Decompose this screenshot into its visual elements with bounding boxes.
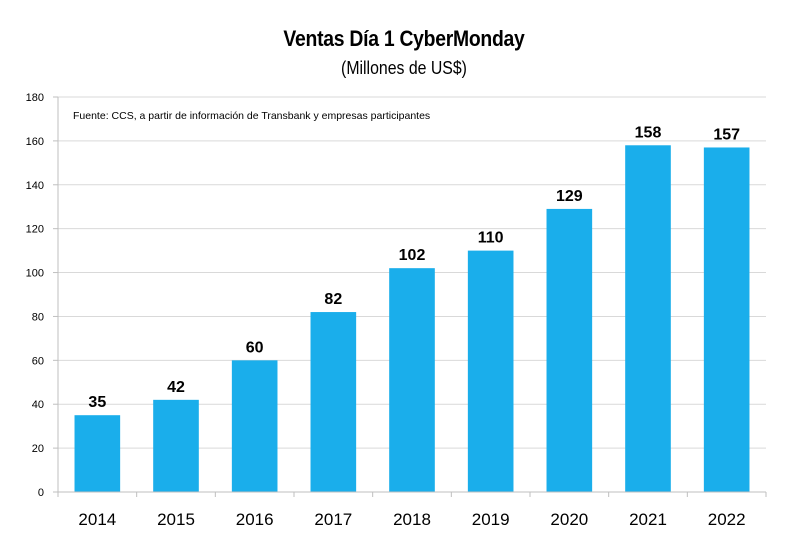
y-tick-label: 40 (32, 399, 44, 411)
x-category-label: 2017 (314, 510, 352, 529)
bars (74, 145, 750, 492)
y-tick-label: 160 (26, 136, 44, 148)
x-category-label: 2022 (708, 510, 746, 529)
y-tick-label: 60 (32, 355, 44, 367)
chart-subtitle: (Millones de US$) (341, 58, 467, 78)
bar-2014 (74, 415, 121, 492)
bar-2017 (310, 312, 357, 492)
bar-2021 (625, 145, 671, 492)
bar-2016 (231, 360, 278, 492)
data-label: 42 (167, 379, 185, 396)
data-label: 35 (88, 394, 106, 411)
x-category-label: 2021 (629, 510, 667, 529)
y-tick-label: 120 (26, 224, 44, 236)
data-label: 110 (478, 230, 504, 247)
bar-2019 (467, 250, 514, 492)
x-category-label: 2015 (157, 510, 195, 529)
y-tick-label: 0 (38, 487, 44, 499)
x-category-label: 2019 (472, 510, 510, 529)
data-label: 158 (635, 124, 662, 141)
labels: 0 20 40 60 80 100 120 140 160 180 35 2014 42 2015 60 20… (26, 92, 746, 529)
y-tick-label: 140 (26, 180, 44, 192)
bar-2015 (153, 399, 199, 492)
bar-2018 (389, 268, 435, 492)
data-label: 129 (556, 188, 583, 205)
y-tick-label: 180 (26, 92, 44, 104)
y-tick-label: 80 (32, 311, 44, 323)
bar-2022 (703, 147, 750, 492)
chart-title: Ventas Día 1 CyberMonday (283, 26, 525, 51)
data-label: 157 (713, 126, 740, 143)
data-label: 60 (246, 339, 264, 356)
data-label: 82 (324, 291, 342, 308)
bar-2020 (546, 208, 593, 492)
x-category-label: 2016 (236, 510, 274, 529)
x-category-label: 2020 (550, 510, 588, 529)
y-tick-label: 20 (32, 443, 44, 455)
x-category-label: 2014 (78, 510, 116, 529)
y-tick-label: 100 (26, 268, 44, 280)
data-label: 102 (399, 247, 426, 264)
source-note: Fuente: CCS, a partir de información de … (73, 110, 430, 122)
axes (53, 96, 767, 497)
x-category-label: 2018 (393, 510, 431, 529)
